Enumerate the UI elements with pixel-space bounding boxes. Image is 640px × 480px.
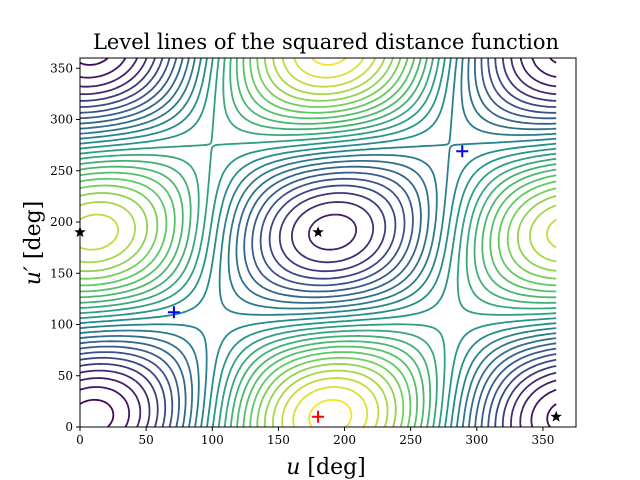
y-tick-label: 50 — [58, 369, 73, 383]
x-tick-label: 100 — [201, 433, 224, 447]
contour-level-line — [80, 58, 557, 427]
minimum-marker — [456, 145, 469, 158]
contour-level-line — [80, 58, 557, 427]
contour-level-line — [80, 58, 557, 427]
contour-level-line — [80, 58, 557, 427]
contour-level-line — [80, 58, 557, 427]
contour-level-line — [80, 58, 557, 427]
x-tick-label: 0 — [76, 433, 84, 447]
x-tick-label: 250 — [399, 433, 422, 447]
x-tick-label: 200 — [333, 433, 356, 447]
contour-level-line — [80, 58, 557, 427]
y-axis-label-var: u′ — [21, 266, 46, 285]
y-tick-label: 300 — [50, 113, 73, 127]
saddle-point-marker — [550, 410, 562, 422]
contour-level-line — [80, 58, 557, 427]
contour-level-line — [80, 58, 557, 427]
y-tick-label: 250 — [50, 164, 73, 178]
y-tick-label: 200 — [50, 215, 73, 229]
contour-level-line — [80, 58, 557, 427]
contour-level-line — [80, 58, 557, 427]
x-tick-label: 150 — [267, 433, 290, 447]
contour-level-line — [292, 58, 369, 427]
contour-level-line — [80, 58, 557, 427]
y-tick-label: 0 — [65, 420, 73, 434]
contour-lines — [80, 58, 557, 427]
x-axis-label-unit: [deg] — [300, 455, 365, 480]
contour-level-line — [80, 58, 557, 427]
contour-level-line — [80, 58, 557, 427]
contour-level-line — [308, 58, 353, 427]
minimum-marker — [167, 306, 180, 319]
contour-level-line — [80, 58, 557, 427]
contour-level-line — [80, 58, 557, 427]
y-axis-label-unit: [deg] — [21, 201, 46, 266]
contour-level-line — [80, 58, 557, 427]
y-tick-label: 100 — [50, 318, 73, 332]
x-tick-label: 350 — [531, 433, 554, 447]
y-axis-ticks: 0 50 100 150 200 250 300 350 — [50, 61, 80, 434]
plot-frame — [79, 57, 577, 428]
x-axis-label: u [deg] — [286, 455, 366, 480]
x-tick-label: 50 — [138, 433, 153, 447]
contour-level-line — [80, 58, 557, 427]
x-tick-label: 300 — [465, 433, 488, 447]
contour-level-line — [80, 58, 557, 427]
chart-title: Level lines of the squared distance func… — [93, 30, 559, 54]
saddle-point-marker — [312, 226, 324, 238]
x-axis-ticks: 0 50 100 150 200 250 300 350 — [76, 427, 554, 447]
y-tick-label: 350 — [50, 61, 73, 75]
x-axis-label-var: u — [286, 455, 300, 480]
contour-level-line — [80, 58, 557, 427]
y-axis-label: u′ [deg] — [21, 201, 46, 286]
maximum-marker — [312, 410, 325, 423]
contour-level-line — [80, 58, 557, 427]
contour-level-line — [80, 58, 557, 427]
y-tick-label: 150 — [50, 266, 73, 280]
